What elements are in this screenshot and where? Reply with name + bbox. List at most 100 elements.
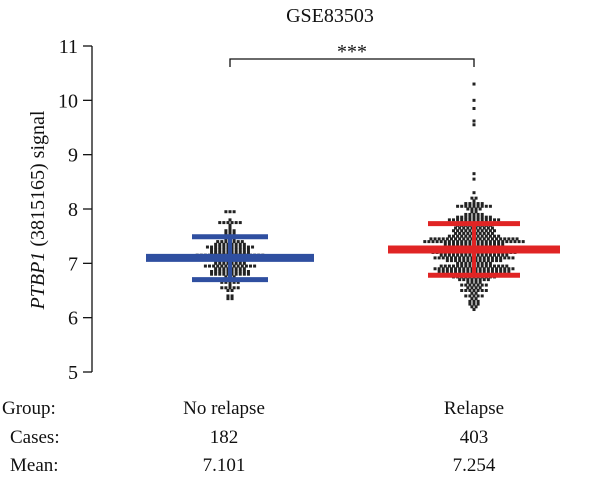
data-point <box>484 283 488 287</box>
data-point <box>232 264 236 268</box>
data-point <box>226 221 230 225</box>
data-point <box>460 204 464 208</box>
data-point <box>234 242 238 246</box>
data-point <box>447 242 451 246</box>
data-point <box>251 245 255 249</box>
data-point <box>226 294 230 298</box>
data-point <box>507 267 511 271</box>
data-point <box>427 240 431 244</box>
data-point <box>460 240 464 244</box>
data-point <box>480 215 484 219</box>
data-point <box>452 218 455 222</box>
data-point <box>466 269 470 273</box>
data-point <box>478 231 482 235</box>
outlier-point <box>472 98 476 102</box>
data-point <box>478 237 482 241</box>
data-point <box>458 269 462 273</box>
data-point <box>218 261 222 265</box>
data-point <box>456 204 460 208</box>
dot-plot-chart: GSE83503 5 6 7 8 9 10 11 PTBP1 (3815165) signa… <box>27 5 560 384</box>
data-point <box>484 218 488 222</box>
data-point <box>495 267 499 271</box>
data-point <box>482 237 486 241</box>
data-point <box>464 229 468 233</box>
data-point <box>472 204 476 208</box>
data-point <box>454 269 458 273</box>
data-point <box>214 250 218 254</box>
data-point <box>493 242 496 246</box>
data-point <box>484 261 488 265</box>
data-point <box>226 272 230 276</box>
data-point <box>220 240 224 244</box>
data-point <box>468 240 472 244</box>
data-point <box>462 259 466 263</box>
data-point <box>224 210 228 214</box>
data-point <box>474 259 478 263</box>
data-point <box>462 267 466 271</box>
data-point <box>480 240 484 244</box>
data-point <box>218 269 222 273</box>
group-no-relapse: No relapse <box>183 398 265 419</box>
data-point <box>482 259 486 263</box>
data-point <box>470 196 474 200</box>
data-point <box>468 218 472 222</box>
data-point <box>470 305 474 309</box>
data-point <box>449 267 453 271</box>
data-point <box>470 237 474 241</box>
data-point <box>244 264 248 268</box>
data-point <box>474 210 478 214</box>
data-point <box>443 264 447 268</box>
data-point <box>497 234 501 238</box>
data-point <box>470 207 474 211</box>
data-point <box>466 280 470 284</box>
data-point <box>246 269 250 273</box>
data-point <box>220 280 224 284</box>
data-point <box>470 267 474 271</box>
data-point <box>464 204 468 208</box>
data-point <box>486 256 490 260</box>
data-point <box>505 253 509 257</box>
data-point <box>232 286 236 290</box>
data-point <box>486 267 490 271</box>
data-point <box>466 231 470 235</box>
data-point <box>474 237 478 241</box>
data-point <box>240 264 244 268</box>
summary-bars <box>146 221 560 283</box>
data-point <box>474 226 478 230</box>
data-point <box>497 253 501 257</box>
data-point <box>435 240 439 244</box>
data-point <box>474 278 478 282</box>
y-tick-label: 9 <box>68 145 78 167</box>
data-point <box>456 218 460 222</box>
data-point <box>218 272 222 276</box>
data-point <box>454 237 458 241</box>
data-point <box>222 267 226 271</box>
data-point <box>476 204 480 208</box>
data-point <box>456 240 460 244</box>
data-point <box>456 253 460 257</box>
data-point <box>464 294 468 298</box>
data-point <box>230 245 234 249</box>
data-point <box>441 256 445 260</box>
data-point <box>220 264 224 268</box>
data-point <box>472 308 476 312</box>
data-point <box>470 291 474 295</box>
data-point <box>497 264 501 268</box>
data-point <box>472 212 476 216</box>
data-point <box>214 242 218 246</box>
data-point <box>456 215 460 219</box>
data-point <box>456 229 460 233</box>
data-point <box>232 229 236 233</box>
data-point <box>472 215 476 219</box>
data-point <box>466 237 470 241</box>
data-point <box>203 264 207 268</box>
data-point <box>490 256 494 260</box>
data-point <box>464 234 468 238</box>
data-point <box>437 256 441 260</box>
data-point <box>222 221 226 225</box>
data-point <box>484 240 488 244</box>
data-point <box>468 264 472 268</box>
mean-no-relapse: 7.101 <box>202 455 246 476</box>
data-point <box>462 226 466 230</box>
data-point <box>226 269 230 273</box>
